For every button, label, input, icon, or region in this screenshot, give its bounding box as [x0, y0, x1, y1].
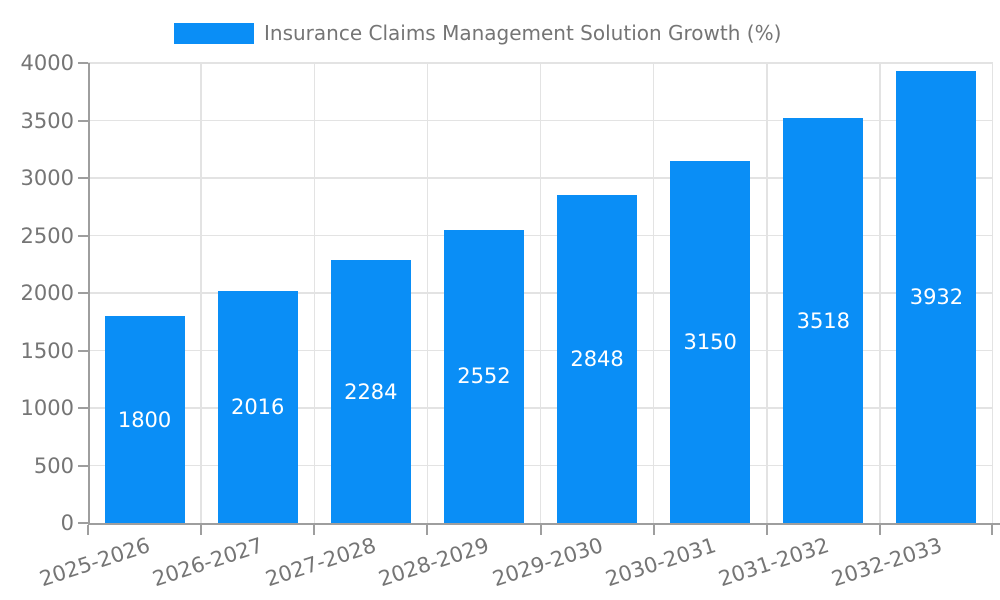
x-axis-tick	[87, 525, 89, 535]
gridline-vertical	[313, 63, 315, 523]
x-tick-label-text: 2031-2032	[715, 533, 832, 592]
x-tick-label-text: 2030-2031	[602, 533, 719, 592]
x-tick-label-text: 2027-2028	[262, 533, 380, 592]
x-tick-label-text: 2028-2029	[376, 533, 493, 592]
y-axis-tick	[78, 62, 88, 64]
y-axis-tick	[78, 177, 88, 179]
y-axis-tick	[78, 349, 88, 352]
y-axis-tick	[78, 464, 88, 467]
bar-value-label: 2016	[230, 395, 285, 420]
bar: 2848	[557, 195, 638, 523]
gridline-vertical	[991, 63, 993, 523]
legend-swatch	[174, 22, 254, 44]
bar: 3932	[896, 70, 977, 523]
x-axis-tick	[652, 525, 655, 535]
y-axis-tick	[78, 234, 88, 237]
gridline-vertical	[200, 63, 202, 523]
y-tick-label: 1000	[20, 396, 74, 420]
y-tick-label: 3000	[20, 166, 74, 190]
y-axis-line	[88, 63, 90, 523]
y-axis-tick	[78, 292, 88, 294]
x-tick-label-text: 2026-2027	[149, 533, 267, 592]
bar-value-label: 1800	[117, 407, 172, 432]
legend-label: Insurance Claims Management Solution Gro…	[264, 21, 782, 45]
y-axis-tick	[78, 407, 88, 409]
bar: 3150	[670, 160, 751, 523]
y-tick-label: 3500	[20, 108, 74, 133]
gridline-vertical	[652, 63, 655, 523]
y-tick-label: 500	[33, 453, 74, 478]
plot-area: 1800 2025-2026 2016 2026-2027 2284 2027-2028 2…	[37, 62, 1000, 591]
x-axis-tick	[313, 525, 316, 535]
gridline-vertical	[766, 63, 768, 523]
bar: 1800	[104, 316, 185, 523]
bar-value-label: 3150	[683, 329, 737, 354]
bar-value-label: 2848	[570, 347, 624, 372]
y-tick-label: 0	[60, 511, 74, 535]
x-tick-label-text: 2032-2033	[828, 533, 945, 592]
x-axis-tick	[426, 525, 429, 535]
x-axis-tick	[991, 525, 993, 535]
y-axis-tick	[78, 522, 88, 524]
bar: 2016	[217, 291, 298, 523]
x-axis-line	[88, 523, 1000, 525]
x-axis-tick	[539, 525, 542, 535]
gridline-vertical	[879, 63, 881, 523]
x-axis-tick	[765, 525, 768, 535]
bar-value-label: 2284	[344, 379, 398, 404]
bar-value-label: 2552	[457, 364, 511, 389]
y-axis-labels: 0 500 1000 1500 2000 2500 3000 3500 4000	[0, 51, 74, 535]
y-axis-tick	[78, 119, 88, 122]
x-axis-tick	[200, 525, 203, 535]
bar-value-label: 3932	[909, 284, 964, 309]
gridline-vertical	[426, 63, 429, 523]
gridline-vertical	[539, 63, 542, 523]
bar-value-label: 3518	[796, 308, 851, 333]
bar: 2552	[443, 229, 524, 523]
y-tick-label: 1500	[20, 338, 74, 363]
bar: 3518	[783, 118, 864, 523]
y-tick-label: 4000	[20, 51, 74, 75]
y-tick-label: 2000	[20, 281, 74, 305]
bar: 2284	[330, 260, 411, 523]
x-axis-tick	[878, 525, 881, 535]
y-tick-label: 2500	[20, 223, 74, 248]
x-tick-label-text: 2025-2026	[36, 533, 153, 592]
legend: Insurance Claims Management Solution Gro…	[174, 21, 781, 45]
x-tick-label-text: 2029-2030	[489, 533, 606, 592]
